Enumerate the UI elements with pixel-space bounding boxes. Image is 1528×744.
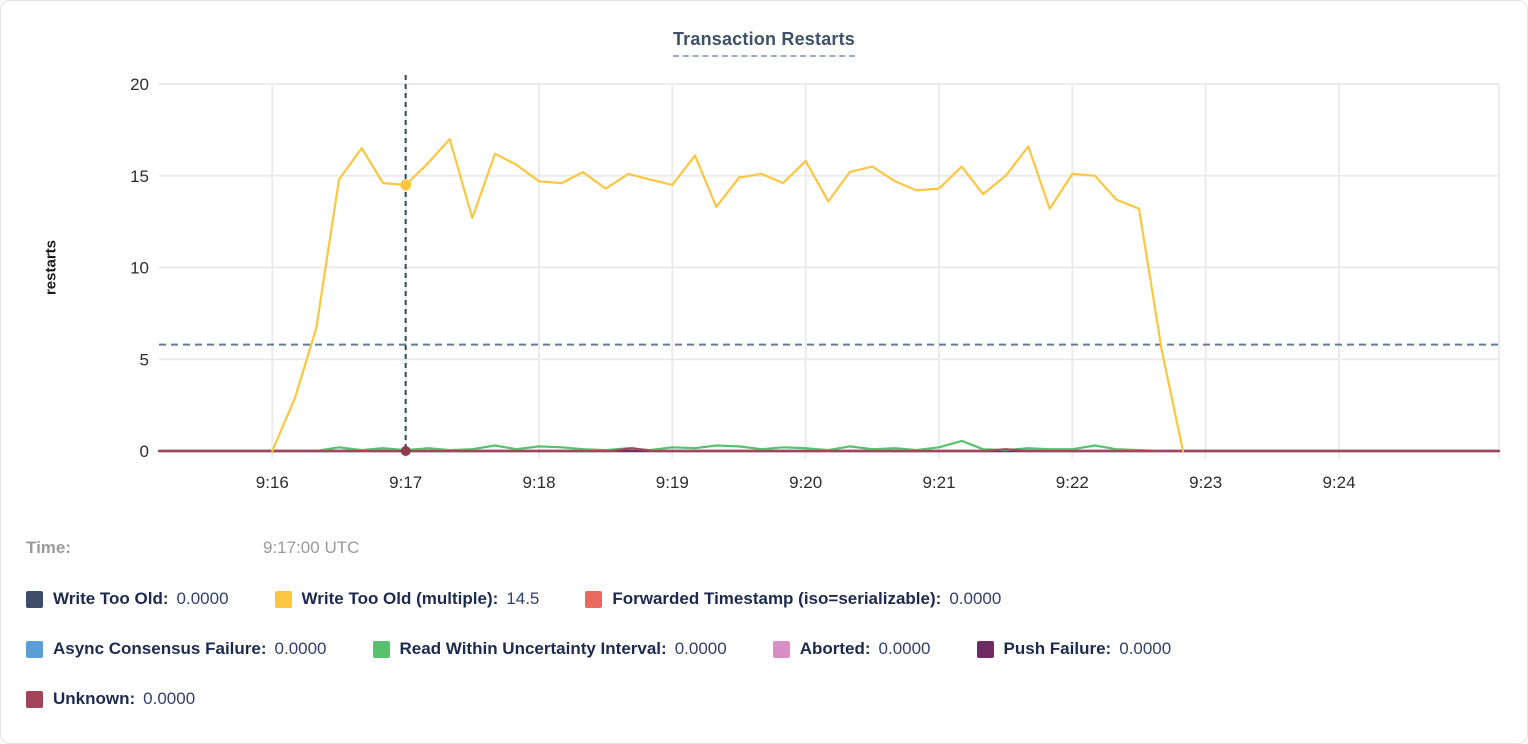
chart-title-row: Transaction Restarts bbox=[1, 29, 1527, 57]
legend-value: 0.0000 bbox=[274, 639, 327, 658]
legend-value: 0.0000 bbox=[878, 639, 931, 658]
x-tick-label: 9:22 bbox=[1056, 473, 1089, 492]
restarts-chart-svg[interactable]: 9:16 9:17 9:18 9:19 9:20 9:21 9:22 9:23 9:24 0 5 10… bbox=[1, 61, 1528, 509]
legend-row: Async Consensus Failure: 0.0000 Read Withi… bbox=[26, 636, 1506, 662]
legend-row: Write Too Old: 0.0000 Write Too Old (multi… bbox=[26, 586, 1506, 612]
legend-swatch bbox=[772, 640, 790, 658]
series-line-read-within-uncertainty-interval bbox=[315, 439, 1163, 453]
x-tick-label: 9:21 bbox=[922, 473, 955, 492]
legend-value: 0.0000 bbox=[143, 689, 196, 708]
legend-item-async-consensus-failure: Async Consensus Failure: 0.0000 bbox=[26, 639, 327, 659]
chart-plot-area[interactable]: 9:16 9:17 9:18 9:19 9:20 9:21 9:22 9:23 9:24 0 5 10… bbox=[1, 61, 1528, 509]
legend-value: 0.0000 bbox=[949, 589, 1002, 608]
legend-item-forwarded-timestamp-iso-serializable: Forwarded Timestamp (iso=serializable): 0… bbox=[585, 589, 1001, 609]
series-line-write-too-old-multiple- bbox=[271, 137, 1185, 453]
legend-value: 0.0000 bbox=[1119, 639, 1172, 658]
legend-item-write-too-old: Write Too Old: 0.0000 bbox=[26, 589, 229, 609]
legend-label: Aborted: bbox=[799, 639, 871, 658]
legend-swatch bbox=[274, 590, 292, 608]
legend-label: Unknown: bbox=[53, 689, 136, 708]
x-tick-label: 9:16 bbox=[256, 473, 289, 492]
legend-swatch bbox=[585, 590, 603, 608]
x-tick-label: 9:19 bbox=[656, 473, 689, 492]
legend-swatch bbox=[26, 590, 43, 608]
legend-item-unknown: Unknown: 0.0000 bbox=[26, 689, 195, 709]
hover-dot-write-too-old-multiple- bbox=[400, 179, 412, 191]
y-tick-label: 10 bbox=[130, 259, 149, 278]
hover-dot-unknown bbox=[400, 446, 411, 456]
x-tick-label: 9:17 bbox=[389, 473, 422, 492]
x-tick-label: 9:20 bbox=[789, 473, 822, 492]
chart-legend: Write Too Old: 0.0000 Write Too Old (multi… bbox=[26, 586, 1506, 736]
legend-row: Unknown: 0.0000 bbox=[26, 686, 1506, 712]
time-label: Time: bbox=[26, 538, 72, 557]
legend-value: 0.0000 bbox=[176, 589, 229, 608]
legend-item-push-failure: Push Failure: 0.0000 bbox=[976, 639, 1172, 659]
legend-label: Write Too Old (multiple): bbox=[301, 589, 499, 608]
y-tick-label: 0 bbox=[140, 442, 149, 461]
legend-swatch bbox=[976, 640, 994, 658]
y-tick-label: 20 bbox=[130, 75, 149, 94]
legend-label: Read Within Uncertainty Interval: bbox=[399, 639, 667, 658]
legend-item-read-within-uncertainty-interval: Read Within Uncertainty Interval: 0.0000 bbox=[372, 639, 727, 659]
legend-swatch bbox=[26, 640, 43, 658]
legend-value: 0.0000 bbox=[674, 639, 727, 658]
y-tick-label: 5 bbox=[140, 350, 149, 369]
y-tick-label: 15 bbox=[130, 167, 149, 186]
legend-label: Write Too Old: bbox=[53, 589, 169, 608]
x-tick-label: 9:18 bbox=[522, 473, 555, 492]
x-tick-label: 9:24 bbox=[1322, 473, 1355, 492]
legend-label: Push Failure: bbox=[1003, 639, 1112, 658]
chart-title-link[interactable]: Transaction Restarts bbox=[672, 29, 856, 57]
legend-item-aborted: Aborted: 0.0000 bbox=[772, 639, 931, 659]
series-line-unknown bbox=[157, 447, 1501, 453]
legend-swatch bbox=[372, 640, 390, 658]
time-value: 9:17:00 UTC bbox=[263, 538, 360, 557]
legend-label: Forwarded Timestamp (iso=serializable): bbox=[612, 589, 942, 608]
legend-swatch bbox=[26, 690, 43, 708]
x-tick-label: 9:23 bbox=[1189, 473, 1222, 492]
legend-value: 14.5 bbox=[506, 589, 540, 608]
legend-label: Async Consensus Failure: bbox=[53, 639, 267, 658]
legend-item-write-too-old-multiple: Write Too Old (multiple): 14.5 bbox=[274, 589, 540, 609]
